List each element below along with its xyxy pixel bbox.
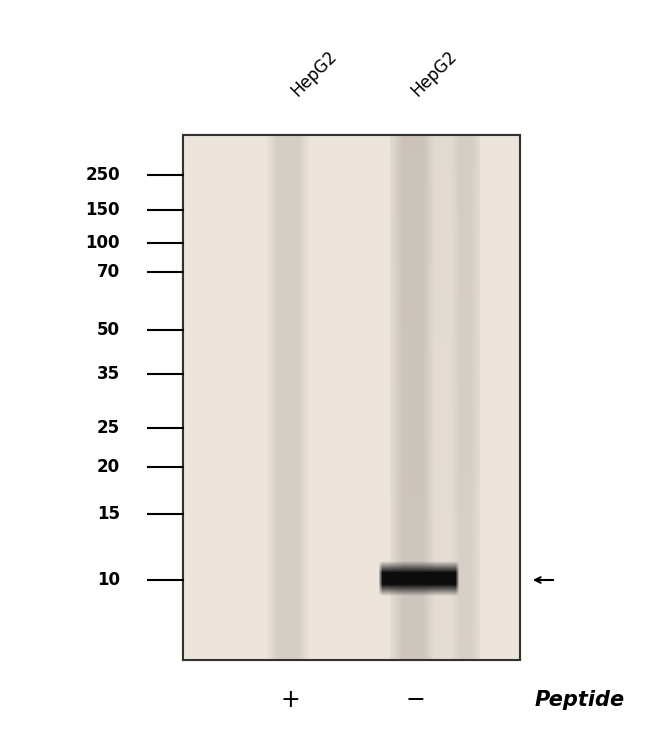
- Text: 10: 10: [97, 571, 120, 589]
- Text: 100: 100: [86, 234, 120, 252]
- Text: 25: 25: [97, 419, 120, 437]
- Text: HepG2: HepG2: [408, 47, 460, 100]
- Text: 15: 15: [97, 505, 120, 523]
- Text: −: −: [405, 688, 425, 712]
- Text: 70: 70: [97, 263, 120, 281]
- Bar: [183, 135, 520, 660]
- Text: 35: 35: [97, 365, 120, 383]
- Text: 250: 250: [85, 166, 120, 184]
- Text: 50: 50: [97, 321, 120, 339]
- Text: Peptide: Peptide: [535, 690, 625, 710]
- Text: HepG2: HepG2: [287, 47, 340, 100]
- Text: +: +: [280, 688, 300, 712]
- Text: 150: 150: [86, 201, 120, 219]
- Bar: [183, 135, 520, 660]
- Text: 20: 20: [97, 458, 120, 476]
